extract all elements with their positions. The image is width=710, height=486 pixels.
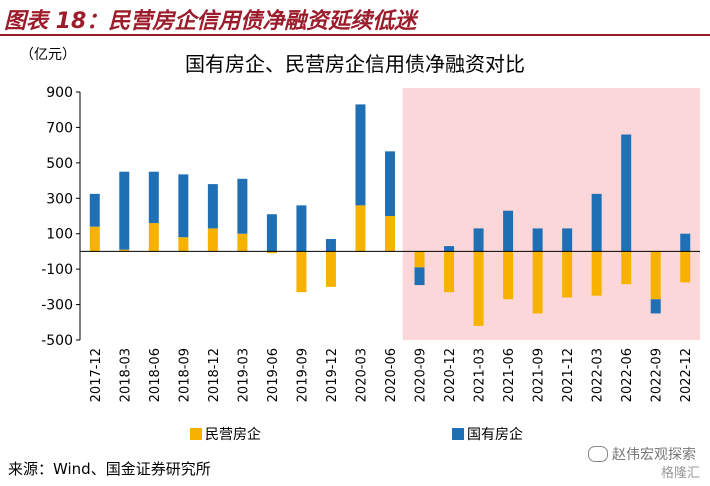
x-tick-label: 2021-12 xyxy=(561,348,576,402)
bar-state xyxy=(621,134,632,252)
watermark: 赵伟宏观探索 xyxy=(588,444,696,464)
legend-swatch-state xyxy=(452,428,464,440)
x-tick-label: 2021-03 xyxy=(473,348,488,402)
x-tick-label: 2022-03 xyxy=(591,348,606,402)
highlight-region xyxy=(402,88,700,340)
x-tick-label: 2020-12 xyxy=(443,348,458,402)
legend-item-state: 国有房企 xyxy=(452,424,523,444)
bar-private xyxy=(119,249,130,252)
bar-state xyxy=(473,228,484,252)
bar-state xyxy=(148,171,159,224)
bar-state xyxy=(325,239,336,252)
x-tick-label: 2020-09 xyxy=(414,348,429,402)
x-tick-label: 2022-12 xyxy=(679,348,694,402)
x-tick-label: 2019-06 xyxy=(266,348,281,402)
bar-state xyxy=(591,193,602,252)
legend-item-private: 民营房企 xyxy=(190,424,261,444)
bar-private xyxy=(207,228,218,252)
legend-swatch-private xyxy=(190,428,202,440)
y-tick-label: -300 xyxy=(41,298,73,314)
x-tick-label: 2020-03 xyxy=(354,348,369,402)
bar-state xyxy=(178,174,189,238)
bar-private xyxy=(148,223,159,252)
bar-state xyxy=(237,178,248,234)
x-tick-label: 2021-09 xyxy=(532,348,547,402)
bar-state xyxy=(355,104,366,206)
wechat-icon xyxy=(588,446,608,462)
bar-state xyxy=(503,210,514,252)
y-tick-label: 100 xyxy=(46,227,73,243)
bar-private xyxy=(680,251,691,283)
unit-label: （亿元） xyxy=(20,47,76,63)
y-tick-label: -100 xyxy=(41,262,73,278)
bar-state xyxy=(680,233,691,252)
x-tick-label: 2017-12 xyxy=(89,348,104,402)
bar-private xyxy=(385,216,395,252)
bar-private xyxy=(414,251,425,268)
x-tick-label: 2022-06 xyxy=(620,348,635,402)
x-tick-label: 2021-06 xyxy=(502,348,517,402)
bar-private xyxy=(532,251,543,314)
legend-label-private: 民营房企 xyxy=(205,427,261,443)
y-tick-label: -500 xyxy=(41,333,73,349)
bar-private xyxy=(503,251,514,300)
x-tick-label: 2019-03 xyxy=(236,348,251,402)
source-note: 来源：Wind、国金证券研究所 xyxy=(8,460,211,478)
bar-state xyxy=(414,267,425,286)
bar-state xyxy=(266,214,277,252)
bar-private xyxy=(266,251,277,254)
x-tick-label: 2019-12 xyxy=(325,348,340,402)
y-tick-label: 500 xyxy=(46,156,73,172)
bar-private xyxy=(325,251,336,287)
legend-label-state: 国有房企 xyxy=(467,427,523,443)
watermark-text: 赵伟宏观探索 xyxy=(612,447,696,463)
bar-private xyxy=(444,251,455,293)
bar-private xyxy=(591,251,602,296)
x-tick-label: 2018-03 xyxy=(118,348,133,402)
figure-title: 图表 18：民营房企信用债净融资延续低迷 xyxy=(4,9,417,34)
bar-state xyxy=(650,299,661,314)
bar-private xyxy=(562,251,573,298)
bar-private xyxy=(650,251,661,300)
bar-private xyxy=(355,205,366,252)
x-tick-label: 2022-09 xyxy=(650,348,665,402)
bar-state xyxy=(385,151,395,216)
x-tick-label: 2020-06 xyxy=(384,348,399,402)
y-tick-label: 900 xyxy=(46,85,73,101)
x-tick-label: 2018-06 xyxy=(148,348,163,402)
x-tick-label: 2019-09 xyxy=(295,348,310,402)
bar-private xyxy=(296,251,307,293)
bar-state xyxy=(296,205,307,252)
watermark-sub: 格隆汇 xyxy=(660,466,700,481)
x-tick-label: 2018-12 xyxy=(207,348,222,402)
y-tick-label: 700 xyxy=(46,120,73,136)
bar-state xyxy=(207,184,218,229)
bar-state xyxy=(89,193,100,227)
figure-header: 图表 18：民营房企信用债净融资延续低迷 xyxy=(0,0,710,36)
x-tick-label: 2018-09 xyxy=(177,348,192,402)
chart-title: 国有房企、民营房企信用债净融资对比 xyxy=(185,52,525,76)
bar-state xyxy=(562,228,573,252)
bar-private xyxy=(237,233,248,252)
bar-state xyxy=(444,246,455,252)
bar-private xyxy=(621,251,632,285)
bar-private xyxy=(89,226,100,252)
y-tick-label: 300 xyxy=(46,191,73,207)
bar-private xyxy=(178,237,189,252)
bar-private xyxy=(473,251,484,326)
bar-state xyxy=(119,171,130,250)
bar-state xyxy=(532,228,543,252)
